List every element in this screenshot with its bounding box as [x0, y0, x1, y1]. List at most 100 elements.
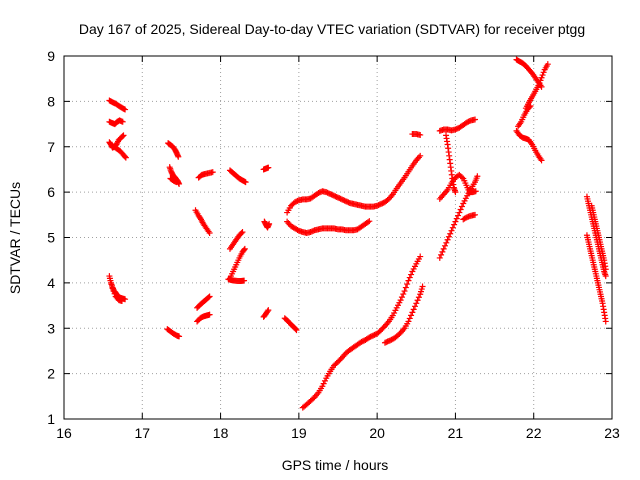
data-point — [173, 179, 180, 186]
data-point — [447, 230, 454, 237]
data-point — [414, 297, 421, 304]
data-point — [465, 118, 472, 125]
data-point — [383, 339, 390, 346]
data-point — [366, 218, 373, 225]
data-point — [310, 395, 317, 402]
data-point — [119, 133, 126, 140]
data-point — [366, 334, 373, 341]
data-point — [238, 230, 245, 237]
data-point — [417, 253, 424, 260]
data-points — [106, 56, 609, 411]
x-tick-label: 21 — [448, 425, 464, 441]
x-tick-label: 19 — [291, 425, 307, 441]
chart-title: Day 167 of 2025, Sidereal Day-to-day VTE… — [79, 21, 585, 37]
data-point — [538, 83, 545, 90]
data-point — [397, 297, 404, 304]
data-point — [380, 324, 387, 331]
data-point — [109, 285, 116, 292]
data-point — [474, 173, 481, 180]
data-point — [265, 164, 272, 171]
y-tick-label: 1 — [47, 411, 55, 427]
data-point — [337, 195, 344, 202]
data-point — [458, 203, 465, 210]
data-point — [320, 380, 327, 387]
data-point — [472, 188, 479, 195]
data-point — [387, 337, 394, 344]
data-point — [241, 178, 248, 185]
data-point — [367, 333, 374, 340]
x-tick-label: 16 — [56, 425, 72, 441]
data-point — [449, 224, 456, 231]
data-point — [324, 189, 331, 196]
data-point — [371, 331, 378, 338]
data-point — [323, 189, 330, 196]
y-tick-label: 2 — [47, 366, 55, 382]
data-point — [404, 281, 411, 288]
data-point — [448, 227, 455, 234]
data-point — [266, 220, 273, 227]
data-point — [406, 274, 413, 281]
data-point — [345, 199, 352, 206]
data-point — [122, 154, 129, 161]
data-point — [544, 61, 551, 68]
data-point — [307, 229, 314, 236]
y-tick-label: 6 — [47, 184, 55, 200]
data-point — [308, 228, 315, 235]
data-point — [264, 308, 271, 315]
y-axis-label: SDTVAR / TECUs — [7, 182, 23, 294]
data-point — [466, 118, 473, 125]
data-point — [436, 254, 443, 261]
data-point — [111, 290, 118, 297]
x-tick-label: 22 — [526, 425, 542, 441]
data-point — [327, 190, 334, 197]
data-point — [336, 357, 343, 364]
x-tick-label: 18 — [213, 425, 229, 441]
data-point — [457, 206, 464, 213]
data-point — [294, 226, 301, 233]
data-point — [441, 242, 448, 249]
y-tick-label: 7 — [47, 139, 55, 155]
data-point — [293, 198, 300, 205]
data-point — [445, 233, 452, 240]
data-point — [396, 330, 403, 337]
x-tick-label: 23 — [604, 425, 620, 441]
data-point — [265, 307, 272, 314]
data-point — [375, 202, 382, 209]
data-point — [241, 277, 248, 284]
data-point — [453, 215, 460, 222]
data-point — [410, 306, 417, 313]
data-point — [451, 221, 458, 228]
data-point — [602, 318, 609, 325]
data-point — [401, 288, 408, 295]
data-point — [462, 214, 469, 221]
x-tick-label: 17 — [134, 425, 150, 441]
data-point — [455, 212, 462, 219]
data-point — [329, 192, 336, 199]
data-point — [415, 294, 422, 301]
y-tick-label: 9 — [47, 48, 55, 64]
data-point — [359, 338, 366, 345]
data-point — [358, 338, 365, 345]
data-point — [206, 293, 213, 300]
data-point — [293, 327, 300, 334]
data-point — [379, 325, 386, 332]
data-point — [417, 152, 424, 159]
data-point — [452, 218, 459, 225]
data-point — [122, 296, 129, 303]
data-point — [110, 288, 117, 295]
data-point — [452, 189, 459, 196]
data-point — [374, 202, 381, 209]
data-point — [385, 337, 392, 344]
data-point — [444, 236, 451, 243]
data-point — [527, 102, 534, 109]
data-point — [438, 251, 445, 258]
data-point — [319, 383, 326, 390]
data-point — [538, 74, 545, 81]
data-point — [335, 358, 341, 365]
data-point — [120, 132, 127, 139]
data-point — [408, 271, 415, 278]
data-point — [338, 196, 345, 203]
data-point — [118, 298, 125, 305]
data-point — [456, 209, 463, 216]
data-point — [406, 315, 413, 322]
